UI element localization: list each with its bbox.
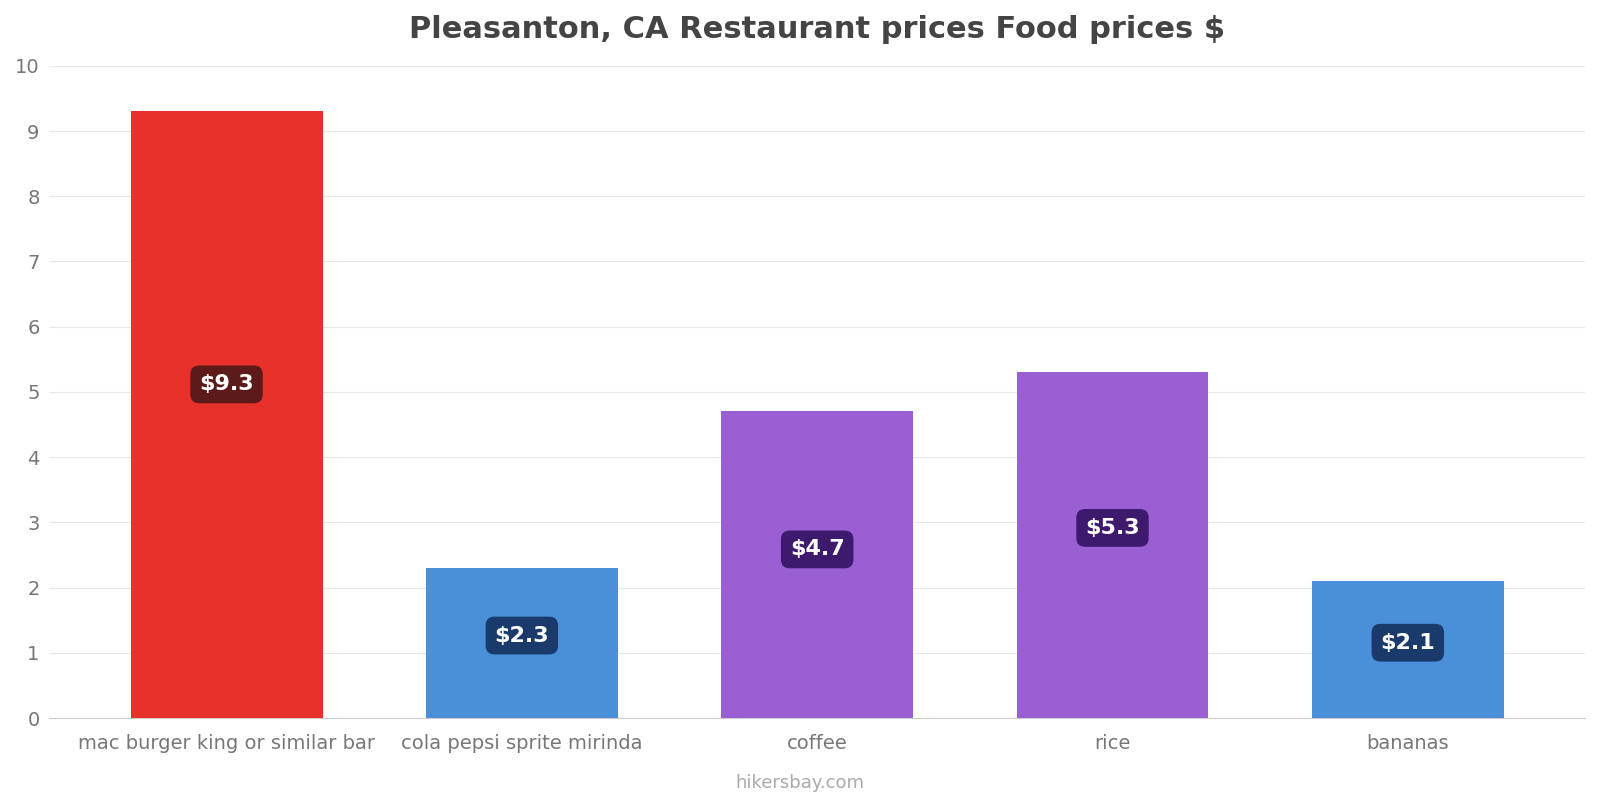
Text: $2.1: $2.1 [1381, 633, 1435, 653]
Text: $5.3: $5.3 [1085, 518, 1139, 538]
Bar [1312, 581, 1504, 718]
Bar [722, 411, 914, 718]
Text: hikersbay.com: hikersbay.com [736, 774, 864, 792]
Bar [426, 568, 618, 718]
Bar [131, 111, 323, 718]
Title: Pleasanton, CA Restaurant prices Food prices $: Pleasanton, CA Restaurant prices Food pr… [410, 15, 1226, 44]
Bar [1016, 372, 1208, 718]
Text: $4.7: $4.7 [790, 539, 845, 559]
Text: $2.3: $2.3 [494, 626, 549, 646]
Text: $9.3: $9.3 [200, 374, 254, 394]
